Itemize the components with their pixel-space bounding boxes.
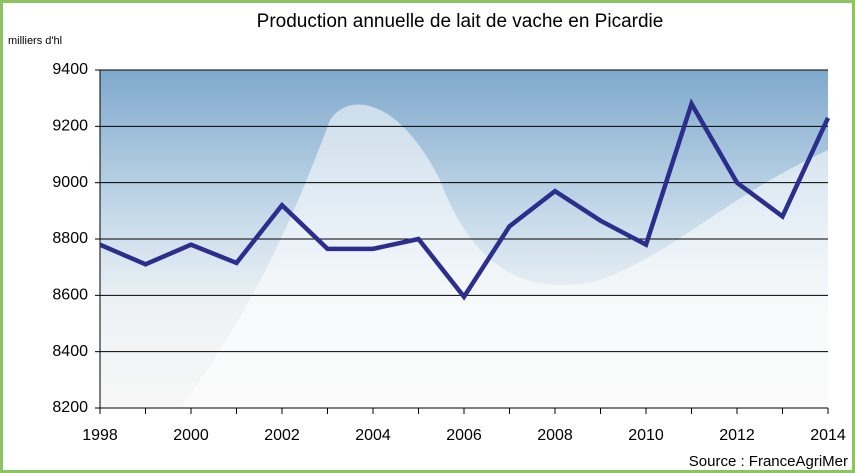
chart-title: Production annuelle de lait de vache en … bbox=[257, 11, 664, 32]
y-axis-label: milliers d'hl bbox=[8, 35, 62, 47]
x-tick-label: 1998 bbox=[82, 427, 118, 444]
y-tick-label: 8600 bbox=[52, 287, 88, 304]
x-tick-label: 2014 bbox=[810, 427, 846, 444]
x-tick-label: 2002 bbox=[264, 427, 300, 444]
milk-splash bbox=[180, 104, 828, 408]
y-tick-label: 9400 bbox=[52, 61, 88, 78]
y-tick-label: 8400 bbox=[52, 343, 88, 360]
x-tick-label: 2004 bbox=[355, 427, 391, 444]
x-tick-label: 2000 bbox=[173, 427, 209, 444]
x-tick-label: 2010 bbox=[628, 427, 664, 444]
y-tick-label: 8800 bbox=[52, 230, 88, 247]
y-tick-label: 8200 bbox=[52, 399, 88, 416]
y-tick-label: 9000 bbox=[52, 174, 88, 191]
data-line bbox=[99, 98, 831, 301]
source: Source : FranceAgriMer bbox=[689, 453, 848, 470]
x-tick-label: 2012 bbox=[719, 427, 755, 444]
x-tick-label: 2006 bbox=[446, 427, 482, 444]
x-tick-label: 2008 bbox=[537, 427, 573, 444]
y-tick-label: 9200 bbox=[52, 118, 88, 135]
